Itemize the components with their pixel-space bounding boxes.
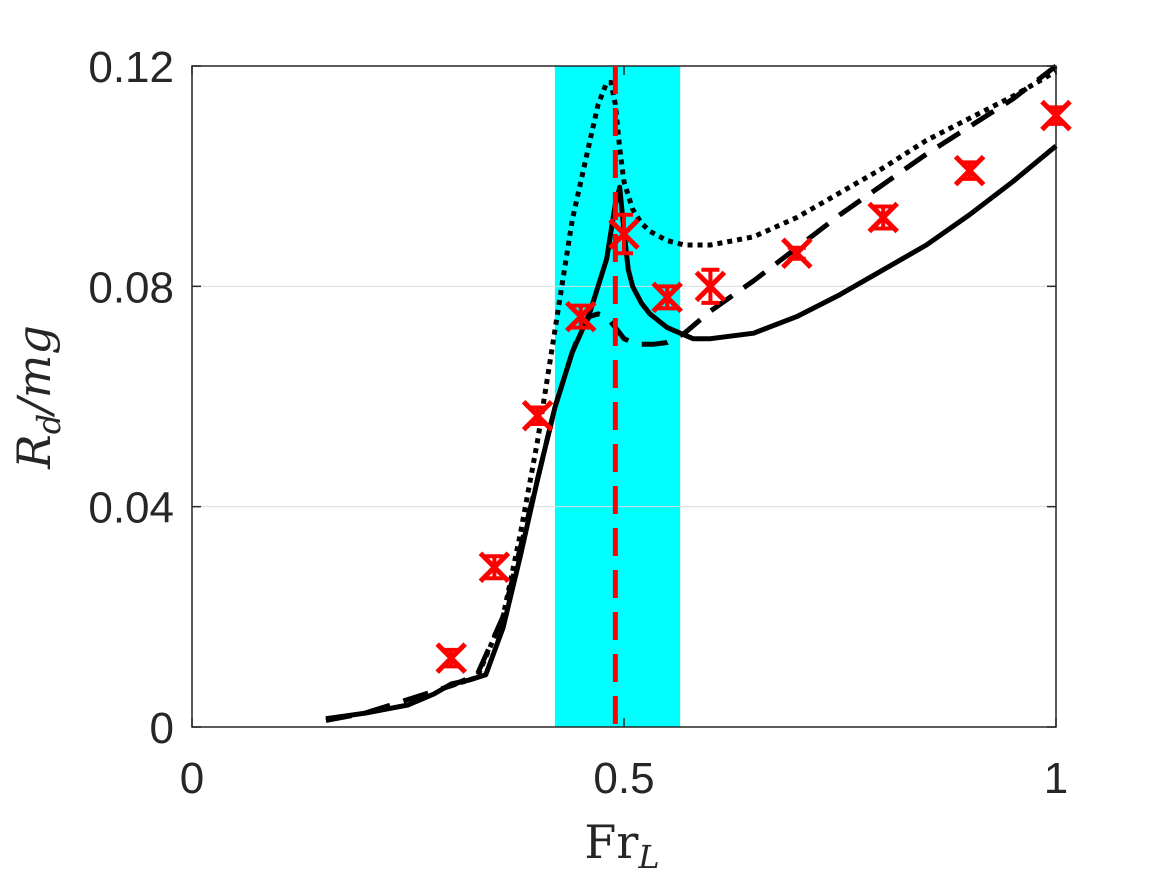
marker-x-b-2	[521, 400, 554, 432]
marker-x-b-1	[478, 551, 511, 584]
marker-point-4	[608, 212, 640, 256]
y-tick-label-1: 0.04	[88, 484, 174, 533]
marker-x-b-9	[953, 154, 986, 187]
marker-point-5	[651, 281, 683, 314]
marker-point-9	[953, 154, 986, 187]
marker-point-6	[694, 267, 727, 305]
marker-x-b-8	[867, 201, 899, 234]
axis-labels: FrL Rd/mg	[7, 325, 660, 875]
marker-x-b-3	[565, 300, 597, 333]
marker-x-b-10	[1040, 99, 1072, 132]
marker-point-2	[521, 400, 554, 432]
plot-area	[191, 64, 1072, 728]
y-axis-label-main: R	[7, 434, 61, 470]
marker-x-b-7	[781, 237, 813, 270]
marker-x-b-0	[435, 642, 467, 674]
x-axis-label-sub: L	[637, 838, 659, 875]
y-tick-label-3: 0.12	[88, 43, 174, 92]
marker-x-b-5	[651, 281, 683, 314]
y-tick-label-0: 0	[150, 704, 174, 753]
marker-point-7	[781, 237, 813, 270]
y-axis-label-sub: d	[30, 414, 68, 434]
y-axis-label-rest: /mg	[7, 325, 61, 418]
marker-point-1	[478, 551, 511, 584]
x-axis-label-main: Fr	[584, 815, 638, 869]
y-tick-label-2: 0.08	[88, 263, 174, 312]
y-axis-label: Rd/mg	[7, 325, 68, 470]
x-tick-label-2: 1	[1044, 754, 1068, 803]
x-tick-label-0: 0	[180, 754, 204, 803]
marker-point-3	[565, 300, 597, 333]
marker-point-0	[435, 642, 467, 674]
x-axis-label: FrL	[584, 815, 659, 875]
ticks: 0 0.5 1 0 0.04 0.08 0.12	[88, 43, 1068, 803]
marker-point-8	[867, 201, 899, 234]
x-tick-label-1: 0.5	[593, 754, 654, 803]
marker-x-b-4	[608, 218, 640, 250]
marker-point-10	[1040, 99, 1072, 132]
marker-x-b-6	[694, 270, 727, 303]
